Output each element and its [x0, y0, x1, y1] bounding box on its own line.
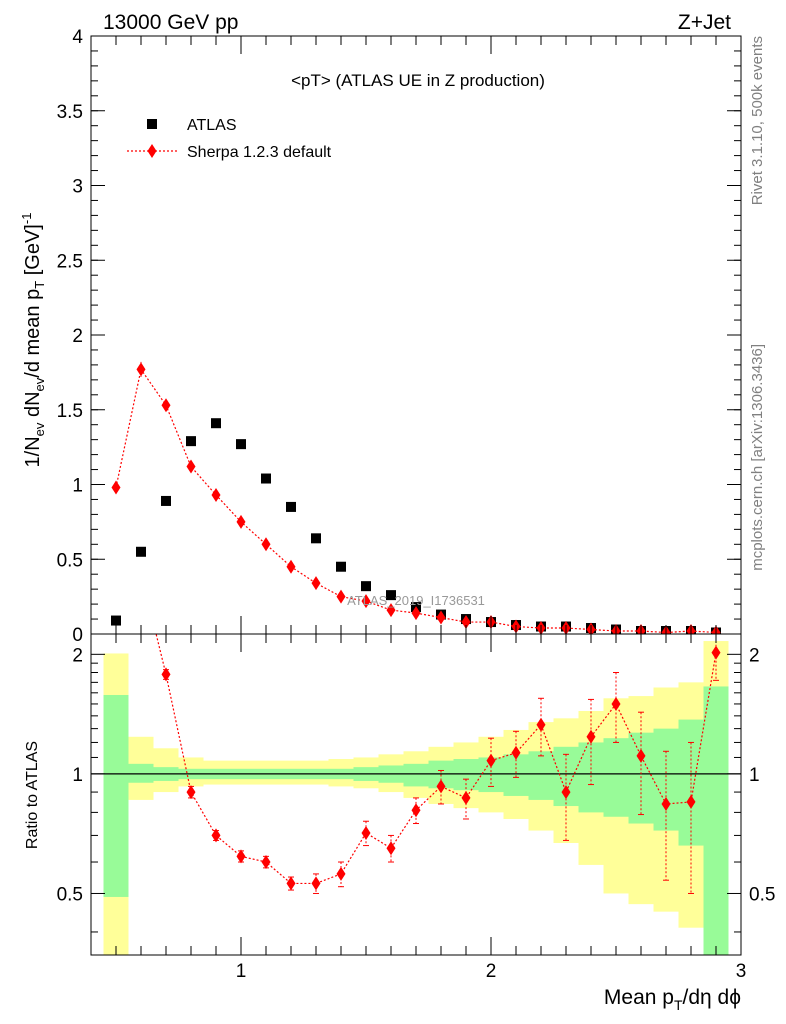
ratio-sherpa-point [486, 753, 496, 768]
sherpa-point [286, 559, 296, 574]
main-y-tick-label: 1 [72, 476, 83, 497]
ratio-y-label: Ratio to ATLAS [24, 741, 41, 849]
sherpa-point [386, 603, 396, 618]
ratio-band-inner [403, 763, 429, 787]
main-y-tick-label: 3 [72, 177, 83, 198]
atlas-point [211, 418, 221, 429]
atlas-point [111, 615, 121, 626]
ratio-sherpa-point [661, 796, 671, 811]
main-y-tick-label: 2.5 [57, 251, 83, 272]
atlas-point [311, 533, 321, 544]
main-y-tick-label: 4 [72, 27, 83, 48]
ratio-sherpa-point [536, 717, 546, 732]
ratio-sherpa-point [711, 645, 721, 660]
ratio-plot-area [91, 355, 741, 955]
x-tick-label: 2 [486, 961, 497, 982]
ratio-sherpa-point [386, 841, 396, 856]
main-y-tick-label: 0.5 [57, 550, 83, 571]
rivet-label: Rivet 3.1.10, 500k events [749, 36, 766, 205]
ratio-band-inner [603, 738, 629, 817]
atlas-point [361, 581, 371, 592]
ratio-sherpa-point [461, 790, 471, 805]
ratio-sherpa-point [336, 866, 346, 881]
ratio-sherpa-point [411, 803, 421, 818]
ratio-y-tick-label: 0.5 [57, 884, 83, 905]
ratio-sherpa-point [286, 876, 296, 891]
ratio-sherpa-point [561, 785, 571, 800]
sherpa-point [461, 615, 471, 630]
x-tick-label: 1 [236, 961, 247, 982]
sherpa-point [136, 362, 146, 377]
ratio-sherpa-point [586, 729, 596, 744]
sherpa-point [111, 480, 121, 495]
ratio-sherpa-point [211, 828, 221, 843]
watermark: ATLAS_2019_I1736531 [347, 593, 485, 608]
ratio-y-tick-label: 2 [72, 645, 83, 666]
ratio-y-tick-label: 1 [72, 765, 83, 786]
sherpa-point [336, 589, 346, 604]
plot-title: <pT> (ATLAS UE in Z production) [291, 71, 545, 90]
ratio-axes: 0.5 0.5 1 1 2 2 1 2 3 [57, 634, 775, 982]
atlas-point [336, 561, 346, 572]
main-panel: 0 0.5 1 1.5 2 2.5 3 3.5 4 <pT> (ATLAS UE in Z pr… [19, 27, 742, 646]
ratio-sherpa-point [236, 849, 246, 864]
ratio-panel: 0.5 0.5 1 1 2 2 1 2 3 Ratio to ATLAS [24, 355, 775, 982]
ratio-sherpa-point [261, 855, 271, 870]
legend-sherpa-label: Sherpa 1.2.3 default [187, 144, 332, 161]
ratio-sherpa-point [161, 667, 171, 682]
sherpa-point [186, 459, 196, 474]
mcplots-label: mcplots.cern.ch [arXiv:1306.3436] [749, 344, 766, 571]
ratio-sherpa-point [361, 825, 371, 840]
atlas-point [286, 501, 296, 512]
ratio-sherpa-point [112, 355, 121, 369]
ratio-sherpa-point [611, 696, 621, 711]
main-y-tick-label: 2 [72, 326, 83, 347]
sherpa-point [361, 594, 371, 609]
legend: ATLAS Sherpa 1.2.3 default [127, 117, 332, 161]
ratio-sherpa-point [186, 785, 196, 800]
ratio-band-inner [703, 686, 729, 955]
main-y-label: 1/Nev dNev/d mean pT [GeV]-1 [19, 213, 47, 468]
ratio-sherpa-point [511, 745, 521, 760]
sherpa-point [161, 398, 171, 413]
ratio-band-inner [528, 751, 554, 800]
legend-atlas-marker [147, 119, 157, 129]
atlas-point [136, 546, 146, 557]
x-axis-label: Mean pT/dη dϕ [604, 986, 741, 1013]
ratio-y-tick-label-right: 0.5 [749, 884, 775, 905]
ratio-y-tick-label-right: 1 [749, 765, 760, 786]
atlas-point [261, 473, 271, 484]
ratio-y-tick-label-right: 2 [749, 645, 760, 666]
sherpa-point [436, 610, 446, 625]
main-y-tick-label: 1.5 [57, 401, 83, 422]
atlas-point [186, 436, 196, 447]
ratio-band-inner [103, 694, 129, 897]
ratio-sherpa-point [436, 779, 446, 794]
main-y-tick-label: 0 [72, 625, 83, 646]
sherpa-point [236, 514, 246, 529]
x-tick-label: 3 [736, 961, 747, 982]
legend-sherpa-marker [147, 144, 157, 158]
sherpa-point [261, 537, 271, 552]
atlas-point [386, 590, 396, 601]
main-axes: 0 0.5 1 1.5 2 2.5 3 3.5 4 [57, 27, 741, 646]
ratio-band-inner [128, 763, 154, 783]
atlas-point [161, 495, 171, 506]
ratio-sherpa-point [137, 565, 146, 579]
atlas-point [236, 439, 246, 450]
sherpa-point [411, 606, 421, 621]
ratio-band-inner [453, 759, 479, 791]
ratio-sherpa-point [311, 876, 321, 891]
ratio-sherpa-point [686, 794, 696, 809]
sherpa-point [311, 576, 321, 591]
header-left: 13000 GeV pp [103, 11, 238, 34]
header-right: Z+Jet [678, 11, 731, 34]
sherpa-point [211, 487, 221, 502]
main-y-tick-label: 3.5 [57, 102, 83, 123]
legend-atlas-label: ATLAS [187, 117, 237, 134]
ratio-sherpa-point [636, 748, 646, 763]
